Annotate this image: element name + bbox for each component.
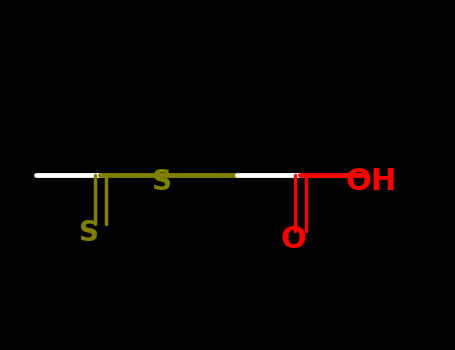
Text: S: S	[79, 219, 99, 247]
Text: S: S	[152, 168, 172, 196]
Text: O: O	[281, 225, 306, 254]
Text: OH: OH	[345, 168, 396, 196]
